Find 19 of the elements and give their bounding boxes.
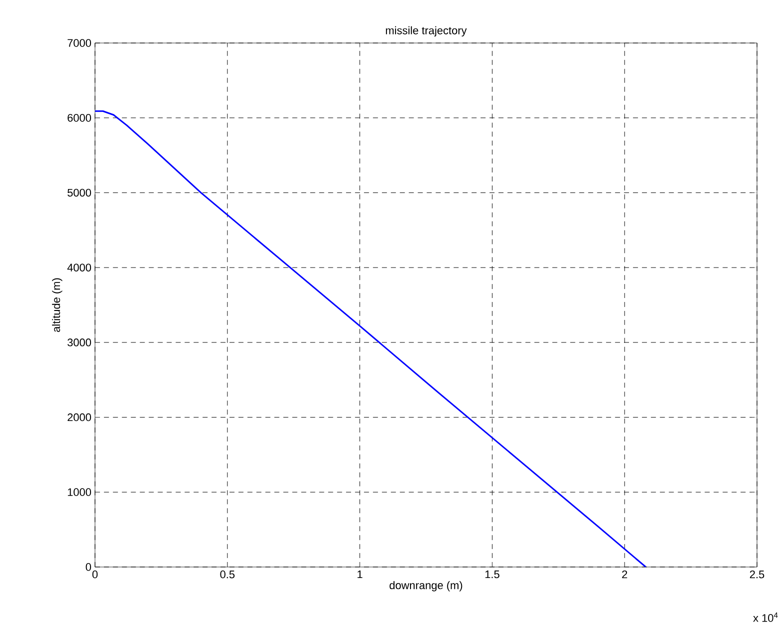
x-tick-label: 1.5	[485, 570, 500, 578]
x-tick-label: 0	[92, 570, 98, 578]
chart-title: missile trajectory	[386, 26, 467, 36]
y-tick-label: 1000	[68, 488, 92, 496]
x-tick-label: 1	[358, 570, 362, 578]
x-tick-label: 2.5	[750, 570, 764, 578]
y-tick-label: 4000	[67, 264, 92, 272]
x-tick-label: 2	[622, 570, 628, 578]
text: x 10$^{4}$	[753, 612, 778, 622]
y-axis-title: altitude (m)	[52, 278, 62, 332]
y-tick-label: 7000	[68, 39, 92, 47]
y-tick-label: 2000	[68, 413, 92, 422]
x-tick-label: 0.5	[220, 570, 235, 578]
x-axis-title: downrange (m)	[390, 581, 462, 592]
y-tick-label: 0	[86, 563, 92, 571]
y-tick-label: 6000	[68, 114, 92, 122]
y-tick-label: 5000	[68, 188, 92, 197]
line-series	[95, 110, 647, 567]
y-tick-label: 3000	[68, 338, 92, 346]
